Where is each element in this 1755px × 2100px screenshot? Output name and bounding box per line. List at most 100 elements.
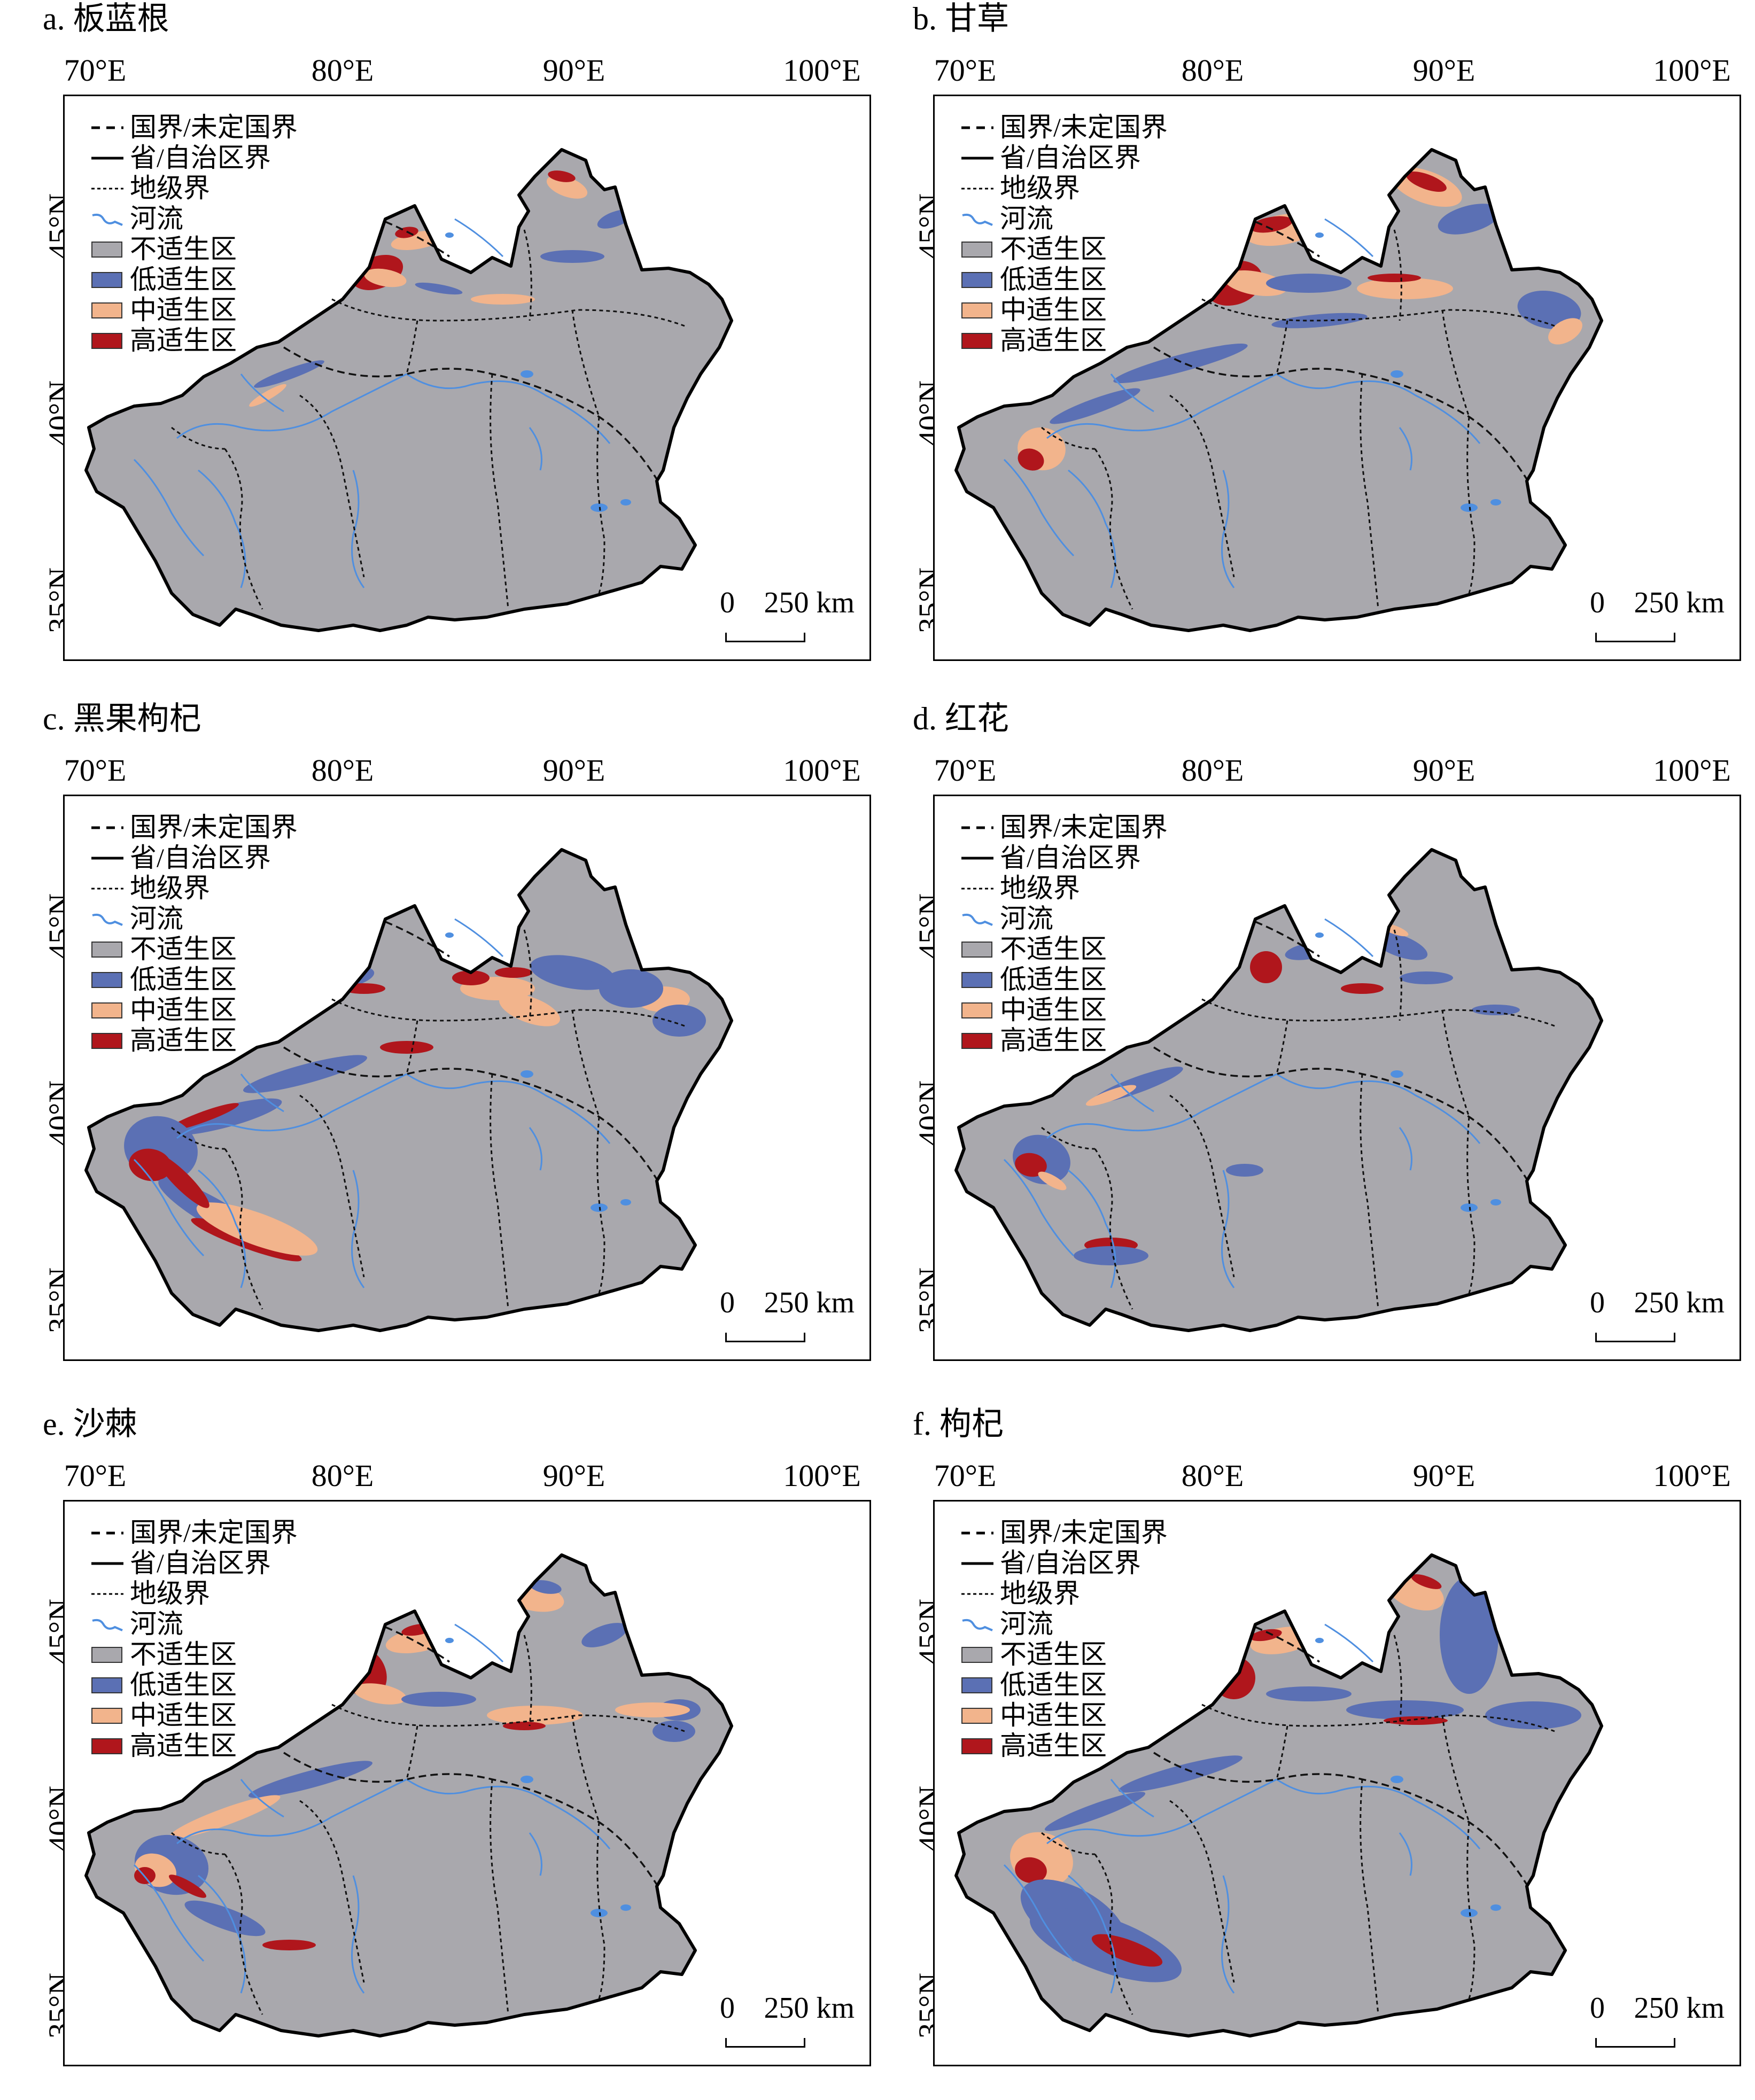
legend-item-low: 低适生区 [960, 1670, 1168, 1700]
legend-label: 河流 [1000, 1609, 1053, 1639]
unsuitable-swatch [91, 941, 122, 958]
river-line [133, 1158, 205, 1257]
lake [445, 232, 454, 238]
river-line [176, 1778, 407, 1845]
lon-label-70: 70°E [934, 1458, 997, 1493]
prefecture-border [331, 1704, 685, 1732]
prefecture-border [1393, 929, 1402, 1021]
patch-low [1266, 1686, 1352, 1701]
lon-label-80: 80°E [311, 53, 374, 88]
prefecture-border [1360, 1779, 1379, 2015]
patch-low [168, 1098, 282, 1135]
legend-label: 不适生区 [1000, 1639, 1107, 1669]
river-icon [90, 210, 125, 228]
high-swatch [91, 1032, 122, 1049]
legend-item-prefecture-border: 地级界 [960, 173, 1168, 204]
national-border [84, 148, 733, 632]
river-line [240, 374, 284, 413]
legend-item-prefecture-border: 地级界 [90, 173, 298, 204]
legend-item-medium: 中适生区 [90, 295, 298, 325]
river-icon [90, 1615, 125, 1634]
national-border [84, 1553, 733, 2037]
patch-low [1400, 971, 1453, 984]
lon-label-90: 90°E [542, 53, 605, 88]
river-line [454, 1623, 504, 1663]
lake [1391, 370, 1403, 378]
lon-label-90: 90°E [1412, 753, 1476, 788]
patch-high [452, 970, 490, 985]
medium-swatch [91, 302, 122, 318]
dashed-line-icon [90, 119, 125, 137]
legend-item-low: 低适生区 [960, 965, 1168, 995]
patch-low [599, 969, 663, 1008]
patch-high [1406, 172, 1447, 192]
prefecture-border [490, 1779, 509, 2015]
dotted-line-icon [960, 880, 995, 898]
legend-item-high: 高适生区 [960, 325, 1168, 356]
scale-bar: 0 250 km [716, 1991, 855, 2050]
legend-item-low: 低适生区 [90, 1670, 298, 1700]
river-line [1003, 458, 1075, 557]
legend-item-national-border: 国界/未定国界 [960, 1518, 1168, 1548]
legend-label: 中适生区 [1000, 1700, 1107, 1730]
patch-high [1250, 951, 1282, 983]
legend-label: 地级界 [130, 873, 210, 903]
patch-low [653, 1721, 695, 1742]
map-svg [84, 1553, 733, 2037]
legend-item-medium: 中适生区 [90, 995, 298, 1025]
map-frame: 国界/未定国界 省/自治区界 地级界 河流 不适生区 低适生区 中适生区 高适生… [933, 1500, 1741, 2066]
dashed-line-icon [960, 819, 995, 837]
patch-medium [471, 294, 535, 305]
medium-swatch [961, 1002, 992, 1018]
dotted-line-icon [960, 180, 995, 198]
river-line [1003, 1864, 1075, 1962]
patch-low [1346, 1700, 1464, 1720]
scale-line [725, 633, 805, 642]
scale-zero: 0 [720, 586, 735, 619]
river-line [133, 1864, 205, 1962]
river-line [176, 1073, 407, 1139]
lon-label-90: 90°E [1412, 53, 1476, 88]
legend-label: 低适生区 [1000, 965, 1107, 994]
patch-medium [169, 1795, 281, 1839]
national-border [954, 848, 1603, 1332]
inner-border [283, 346, 659, 481]
lake [1315, 1638, 1324, 1643]
legend-item-low: 低适生区 [90, 265, 298, 295]
legend-label: 中适生区 [130, 295, 237, 325]
prefecture-border [1201, 998, 1555, 1027]
inner-border [1255, 221, 1320, 258]
scale-bar: 0 250 km [716, 586, 855, 644]
legend-item-medium: 中适生区 [960, 995, 1168, 1025]
river-line [406, 373, 611, 444]
lon-label-100: 100°E [783, 1458, 861, 1493]
scale-line [725, 2038, 805, 2048]
patch-low [1119, 1755, 1243, 1793]
prefecture-border [224, 1148, 263, 1310]
panel-title: f. 枸杞 [913, 1406, 1004, 1442]
prefecture-border [596, 1822, 605, 1999]
lon-label-70: 70°E [934, 53, 997, 88]
legend-label: 地级界 [130, 1578, 210, 1608]
river-line [1003, 1158, 1075, 1257]
legend-item-national-border: 国界/未定国界 [90, 812, 298, 843]
prefecture-border [1276, 1020, 1288, 1075]
legend-label: 低适生区 [130, 965, 237, 994]
scale-zero: 0 [1590, 1286, 1605, 1319]
prefecture-border [1466, 416, 1476, 594]
patch-low [581, 1623, 627, 1647]
patch-medium [1357, 278, 1453, 299]
patch-low [184, 1900, 266, 1936]
legend-label: 地级界 [1000, 1578, 1080, 1608]
lake [521, 1776, 533, 1783]
river-line [1221, 470, 1235, 588]
river-line [529, 1127, 542, 1171]
map-panel-f: f. 枸杞 70°E 80°E 90°E 100°E 45°N 40°N 35°… [891, 1405, 1755, 2100]
prefecture-border [596, 1116, 605, 1294]
lake [445, 1638, 454, 1643]
patch-medium [1223, 270, 1287, 297]
solid-line-icon [960, 1554, 995, 1573]
patch-medium [353, 1683, 407, 1705]
legend-item-unsuitable: 不适生区 [90, 234, 298, 265]
legend-item-provincial-border: 省/自治区界 [90, 843, 298, 873]
